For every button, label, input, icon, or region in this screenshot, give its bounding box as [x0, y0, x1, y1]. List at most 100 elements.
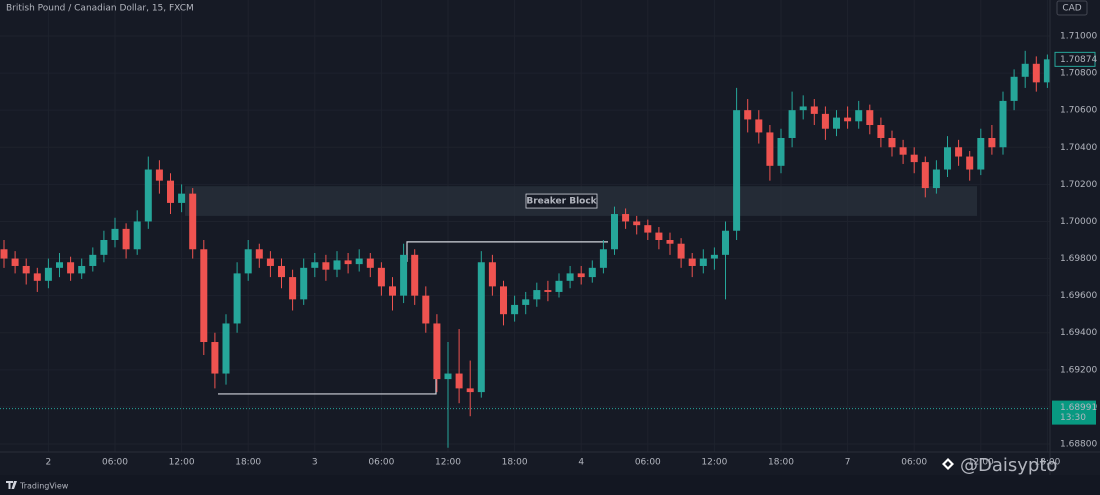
candle-body	[999, 100, 1007, 148]
x-tick-label: 12:00	[435, 458, 461, 468]
logo-icon	[6, 481, 17, 489]
candle-body	[966, 156, 974, 170]
candle-body	[677, 243, 685, 259]
candle-body	[122, 228, 130, 250]
candle-body	[289, 277, 297, 300]
candle-body	[411, 254, 419, 296]
candle-body	[722, 230, 729, 255]
candle-body	[744, 110, 752, 120]
candle-body	[455, 373, 463, 389]
candle-body	[1032, 63, 1040, 83]
y-tick-label: 1.69200	[1060, 365, 1097, 375]
y-tick-label: 1.70800	[1060, 69, 1097, 79]
candle-body	[89, 254, 97, 266]
candle-body	[633, 221, 641, 226]
x-tick-label: 12:00	[169, 458, 195, 468]
candle-body	[178, 193, 186, 203]
candle-body	[666, 240, 674, 244]
candle-body	[533, 290, 541, 300]
x-tick-label: 18:00	[1034, 458, 1060, 468]
candle-body	[355, 258, 363, 265]
candle-body	[932, 169, 940, 189]
x-tick-label: 12:00	[701, 458, 727, 468]
candle-body	[855, 110, 863, 122]
candle-body	[333, 260, 341, 270]
candle-body	[466, 388, 474, 393]
x-tick-label: 18:00	[502, 458, 528, 468]
candle-body	[144, 169, 152, 222]
candle-body	[777, 137, 785, 166]
candle-body	[1021, 63, 1029, 77]
candle-body	[477, 262, 485, 393]
candle-body	[78, 265, 86, 274]
candle-body	[211, 342, 219, 374]
brand: TradingView	[19, 482, 69, 491]
last-price-label: 1.70874	[1060, 55, 1097, 65]
candle-body	[0, 249, 8, 259]
candle-body	[377, 267, 385, 287]
chart-title: British Pound / Canadian Dollar, 15, FXC…	[6, 4, 194, 14]
candle-body	[56, 262, 63, 268]
candle-body	[1010, 76, 1018, 101]
candle-body	[11, 258, 19, 266]
candle-body	[810, 106, 818, 114]
watermark: @Daisypto	[960, 455, 1057, 476]
zone-label: Breaker Block	[526, 197, 597, 207]
candle-body	[699, 258, 707, 266]
candle-body	[200, 249, 208, 343]
candle-body	[710, 254, 718, 259]
candle-body	[422, 295, 430, 324]
candle-body	[189, 193, 197, 250]
candle-body	[167, 180, 174, 203]
candle-body	[688, 258, 696, 266]
candle-body	[555, 280, 563, 292]
candle-body	[366, 258, 374, 268]
watermark-icon	[942, 458, 954, 470]
candle-body	[488, 262, 496, 287]
candle-body	[1043, 59, 1050, 83]
candle-body	[266, 258, 274, 266]
candle-body	[844, 117, 852, 122]
candle-body	[888, 137, 896, 148]
last-price-box	[1054, 51, 1096, 67]
candle-body	[588, 267, 596, 278]
candle-body	[955, 147, 963, 157]
candle-body	[821, 113, 829, 129]
y-tick-label: 1.70400	[1060, 143, 1097, 153]
candle-body	[655, 232, 663, 241]
candle-body	[733, 110, 741, 231]
candle-body	[155, 169, 163, 181]
candle-body	[44, 267, 52, 281]
y-tick-label: 1.69800	[1060, 254, 1097, 264]
candle-body	[877, 125, 885, 138]
price-line-box	[1052, 400, 1096, 425]
y-tick-label: 1.70200	[1060, 180, 1097, 190]
x-tick-label: 3	[312, 458, 318, 468]
candle-body	[910, 154, 918, 163]
x-tick-label: 18:00	[768, 458, 794, 468]
candle-body	[511, 304, 519, 315]
x-tick-label: 06:00	[102, 458, 128, 468]
candle-body	[389, 286, 396, 296]
candle-body	[788, 110, 796, 138]
candle-body	[544, 290, 552, 292]
candle-body	[400, 254, 408, 296]
candle-body	[899, 147, 907, 155]
y-tick-label: 1.70000	[1060, 217, 1097, 227]
candle-body	[611, 214, 618, 250]
candle-body	[322, 262, 330, 270]
candle-body	[233, 273, 241, 324]
candle-body	[566, 273, 574, 281]
x-tick-label: 06:00	[635, 458, 661, 468]
candle-body	[67, 262, 75, 274]
y-tick-label: 1.69600	[1060, 291, 1097, 301]
y-tick-label: 1.70600	[1060, 106, 1097, 116]
x-tick-label: 06:00	[368, 458, 394, 468]
x-tick-label: 2	[46, 458, 52, 468]
candle-body	[977, 137, 985, 170]
candle-body	[100, 240, 108, 255]
y-tick-label: 1.69400	[1060, 328, 1097, 338]
currency-box	[1056, 0, 1088, 16]
